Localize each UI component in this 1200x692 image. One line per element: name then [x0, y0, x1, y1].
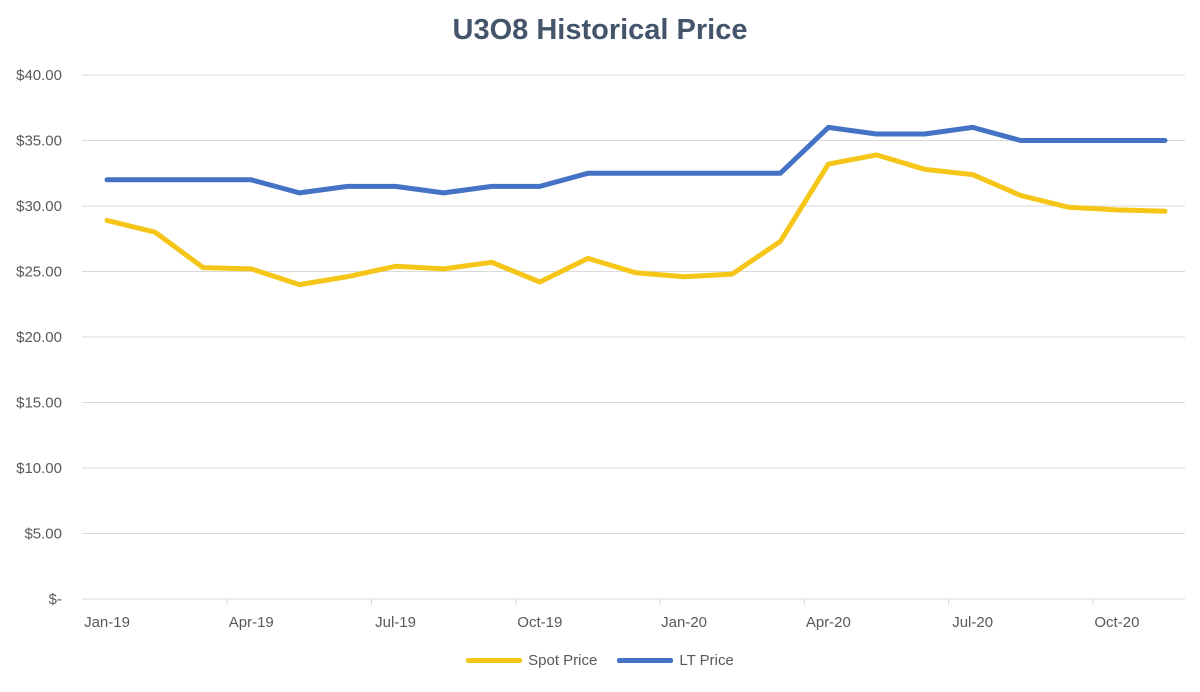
gridlines	[82, 74, 1185, 600]
legend: Spot Price LT Price	[0, 652, 1200, 669]
y-tick-label: $20.00	[16, 329, 62, 346]
x-tick-label: Jan-19	[84, 614, 130, 631]
y-tick-label: $10.00	[16, 460, 62, 477]
y-axis-ticks: $- $5.00 $10.00 $15.00 $20.00 $25.00 $30.00 $35…	[16, 67, 62, 608]
x-tick-label: Jul-19	[375, 614, 416, 631]
series-lines	[104, 124, 1168, 288]
y-tick-label: $40.00	[16, 67, 62, 84]
legend-item-lt[interactable]: LT Price	[617, 652, 734, 669]
x-axis-ticks: Jan-19 Apr-19 Jul-19 Oct-19 Jan-20 Apr-20 Jul-…	[84, 599, 1139, 631]
x-tick-label: Apr-20	[806, 614, 851, 631]
legend-swatch-lt	[617, 658, 674, 663]
chart-title: U3O8 Historical Price	[452, 14, 748, 46]
y-tick-label: $-	[49, 591, 62, 608]
y-tick-label: $30.00	[16, 198, 62, 215]
x-tick-label: Oct-20	[1094, 614, 1139, 631]
x-tick-label: Jan-20	[661, 614, 707, 631]
y-tick-label: $15.00	[16, 395, 62, 412]
y-tick-label: $35.00	[16, 133, 62, 150]
series-line-spot-price[interactable]	[104, 152, 1168, 288]
x-tick-label: Oct-19	[517, 614, 562, 631]
x-tick-label: Apr-19	[229, 614, 274, 631]
y-tick-label: $5.00	[24, 526, 62, 543]
x-tick-label: Jul-20	[952, 614, 993, 631]
legend-swatch-spot	[466, 658, 523, 663]
y-tick-label: $25.00	[16, 264, 62, 281]
series-line-lt-price[interactable]	[104, 124, 1168, 196]
legend-item-spot[interactable]: Spot Price	[466, 652, 597, 669]
legend-label-lt: LT Price	[679, 652, 734, 669]
legend-label-spot: Spot Price	[528, 652, 598, 669]
